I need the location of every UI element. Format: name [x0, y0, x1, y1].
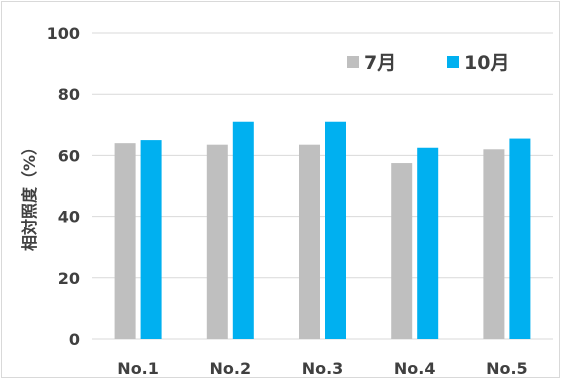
- legend-label-7月: 7月: [364, 52, 396, 74]
- x-tick-label: No.5: [486, 359, 528, 378]
- bar-No.2-10月: [232, 121, 254, 340]
- x-tick-label: No.4: [394, 359, 436, 378]
- legend-swatch-7月: [347, 56, 359, 68]
- x-tick-label: No.1: [117, 359, 159, 378]
- bar-No.3-7月: [299, 144, 320, 339]
- y-tick-label: 100: [47, 24, 80, 43]
- legend-swatch-10月: [447, 56, 459, 68]
- bar-No.1-7月: [114, 143, 136, 339]
- bar-No.4-7月: [391, 163, 413, 339]
- y-tick-label: 60: [58, 146, 80, 165]
- x-axis-ticks: No.1 No.2 No.3 No.4 No.5: [117, 359, 527, 378]
- bar-No.5-7月: [483, 149, 505, 339]
- y-axis-label: 相対照度（%）: [20, 139, 39, 251]
- bar-No.3-10月: [325, 121, 346, 340]
- gridlines: [92, 32, 553, 340]
- y-axis-ticks: 0 20 40 60 80 100: [47, 24, 80, 349]
- legend-label-10月: 10月: [464, 52, 509, 74]
- x-tick-label: No.3: [302, 359, 344, 378]
- bar-No.5-10月: [509, 138, 531, 339]
- y-tick-label: 80: [58, 85, 80, 104]
- bars: [114, 121, 531, 340]
- x-tick-label: No.2: [210, 359, 252, 378]
- bar-No.4-10月: [417, 147, 439, 339]
- y-tick-label: 40: [58, 208, 80, 227]
- bar-No.2-7月: [206, 144, 228, 339]
- legend: 7月 10月: [347, 52, 509, 74]
- y-tick-label: 20: [58, 269, 80, 288]
- bar-No.1-10月: [140, 140, 162, 339]
- y-tick-label: 0: [69, 330, 80, 349]
